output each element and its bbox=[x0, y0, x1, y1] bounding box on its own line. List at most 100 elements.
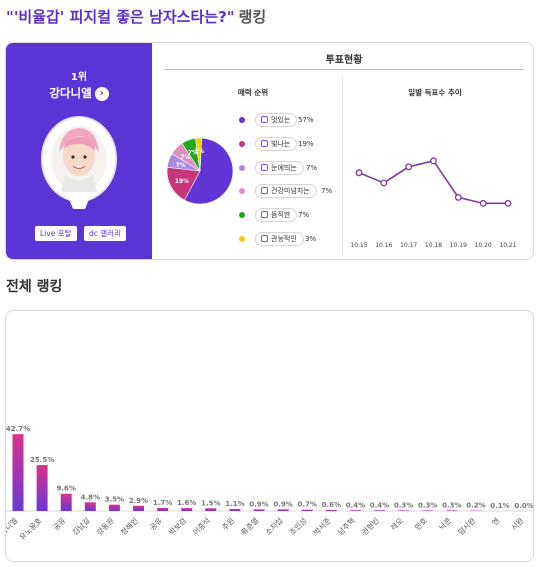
bar-value-label: 1.7% bbox=[153, 499, 172, 507]
bar-value-label: 0.6% bbox=[322, 501, 341, 509]
pie-slice-2 bbox=[166, 166, 201, 201]
legend-pill[interactable]: 빛나는 bbox=[255, 137, 298, 151]
bar-category-label: 민호 bbox=[412, 515, 429, 532]
ranking-bar[interactable] bbox=[422, 510, 434, 511]
checkbox-icon bbox=[261, 139, 268, 147]
ranking-bar[interactable] bbox=[181, 508, 193, 511]
legend-percent: 7% bbox=[306, 164, 318, 172]
legend-percent: 57% bbox=[298, 116, 314, 124]
ranking-bar[interactable] bbox=[349, 510, 361, 511]
bar-value-label: 4.8% bbox=[81, 493, 100, 501]
ranking-bar[interactable] bbox=[229, 509, 241, 511]
ranking-bar[interactable] bbox=[374, 510, 385, 511]
legend-pill[interactable]: 듬직한 bbox=[255, 208, 298, 222]
ranking-bar[interactable] bbox=[133, 505, 144, 511]
top-card: 1위 강다니엘 › Live 포탈 dc 갤러리 투표현황 매력 순위 일별 득표… bbox=[5, 42, 534, 260]
trend-point[interactable] bbox=[454, 193, 462, 201]
bar-category-label: 류준열 bbox=[239, 516, 260, 537]
ranking-bar[interactable] bbox=[325, 509, 337, 511]
legend-pill[interactable]: 멋있는 bbox=[255, 113, 298, 127]
legend-color-dot bbox=[239, 141, 245, 147]
trend-x-tick: 10.20 bbox=[475, 242, 492, 249]
bar-value-label: 25.5% bbox=[30, 456, 54, 464]
daily-votes-line-chart: 10.15 10.16 10.17 10.18 10.19 10.20 10.21 bbox=[350, 157, 517, 249]
ranking-bar[interactable] bbox=[301, 509, 313, 511]
legend-pill[interactable]: 관능적인 bbox=[255, 232, 304, 246]
page-title-suffix: 랭킹 bbox=[238, 8, 267, 26]
trend-point[interactable] bbox=[479, 199, 487, 207]
bar-category-label: 공유 bbox=[51, 516, 67, 532]
chevron-right-icon[interactable]: › bbox=[94, 86, 109, 101]
bar-value-label: 0.9% bbox=[249, 500, 268, 508]
ranking-bar[interactable] bbox=[277, 509, 289, 511]
legend-percent: 7% bbox=[321, 187, 333, 195]
legend-label: 건강미넘치는 bbox=[271, 187, 310, 195]
bar-value-label: 0.7% bbox=[297, 501, 316, 509]
vote-status-title: 투표현황 bbox=[325, 55, 363, 66]
legend-label: 관능적인 bbox=[271, 235, 297, 243]
bar-category-label: 임시완 bbox=[456, 516, 477, 537]
legend-color-dot bbox=[239, 212, 245, 218]
legend-label: 듬직한 bbox=[271, 211, 291, 219]
bar-category-label: 박서준 bbox=[311, 515, 333, 537]
bar-value-label: 0.0% bbox=[514, 502, 533, 510]
vote-title-divider bbox=[164, 69, 524, 70]
bar-value-label: 0.1% bbox=[490, 502, 509, 510]
bar-category-label: 유노윤호 bbox=[18, 516, 44, 542]
trend-point[interactable] bbox=[405, 163, 413, 171]
pie-slice-label: 3% bbox=[194, 148, 204, 155]
trend-point[interactable] bbox=[430, 157, 437, 165]
ranking-bar[interactable] bbox=[398, 510, 410, 511]
bar-value-label: 1.5% bbox=[201, 499, 220, 507]
dc-gallery-button[interactable]: dc 갤러리 bbox=[84, 226, 126, 241]
legend-pill[interactable]: 건강미넘치는 bbox=[255, 184, 317, 198]
page-title-text: "'비율갑' 피지컬 좋은 남자스타는?" bbox=[6, 8, 235, 26]
daily-trend-title: 일별 득표수 추이 bbox=[408, 88, 462, 97]
ranking-bar[interactable] bbox=[253, 509, 265, 511]
legend-color-dot bbox=[239, 117, 245, 123]
bar-value-label: 0.9% bbox=[273, 500, 292, 508]
bar-category-label: 닉쿤 bbox=[437, 516, 453, 532]
ranking-bar[interactable] bbox=[36, 465, 48, 511]
ranking-bar[interactable] bbox=[446, 510, 458, 511]
legend-color-dot bbox=[239, 236, 245, 242]
legend-color-dot bbox=[239, 188, 245, 194]
trend-point[interactable] bbox=[504, 199, 512, 207]
page-title: "'비율갑' 피지컬 좋은 남자스타는?" 랭킹 bbox=[6, 6, 266, 27]
bar-category-label: 레오 bbox=[389, 516, 405, 532]
trend-x-tick: 10.16 bbox=[375, 242, 392, 249]
legend-pill[interactable]: 눈에띄는 bbox=[255, 161, 304, 175]
checkbox-icon bbox=[261, 163, 268, 171]
bar-value-label: 2.9% bbox=[129, 497, 148, 505]
trend-x-tick: 10.18 bbox=[425, 242, 442, 249]
ranking-bar[interactable] bbox=[108, 504, 120, 511]
pie-slice-label: 7% bbox=[176, 162, 186, 169]
full-ranking-title: 전체 랭킹 bbox=[6, 279, 63, 295]
ranking-bar[interactable] bbox=[84, 502, 96, 511]
star-name-link[interactable]: 강다니엘 › bbox=[6, 85, 152, 101]
column-divider bbox=[342, 77, 343, 255]
legend-percent: 3% bbox=[305, 235, 317, 243]
bar-category-label: 공유 bbox=[148, 516, 164, 532]
ranking-bar[interactable] bbox=[157, 507, 169, 511]
bar-value-label: 9.6% bbox=[56, 485, 75, 493]
bar-category-label: 소지섭 bbox=[263, 515, 285, 537]
live-portal-button[interactable]: Live 포탈 bbox=[35, 226, 77, 241]
pie-slice-6 bbox=[195, 137, 202, 172]
checkbox-icon bbox=[261, 210, 268, 218]
bar-category-label: 조인성 bbox=[287, 515, 309, 537]
ranking-bar[interactable] bbox=[60, 493, 72, 511]
rank-label: 1위 bbox=[70, 72, 88, 83]
ranking-bar-chart: 42.7% 강다니엘 25.5% 유노윤호 9.6% 공유 4.8% 김남길 3.5% 강동원 2.… bbox=[6, 425, 533, 542]
checkbox-icon bbox=[261, 186, 268, 194]
trend-point[interactable] bbox=[355, 169, 363, 177]
legend-label: 빛나는 bbox=[271, 140, 291, 148]
trend-point[interactable] bbox=[380, 179, 388, 187]
bar-category-label: 강동원 bbox=[94, 515, 116, 537]
bar-value-label: 3.5% bbox=[105, 496, 124, 504]
ranking-bar[interactable] bbox=[12, 434, 24, 511]
legend-percent: 19% bbox=[298, 140, 314, 148]
bar-value-label: 0.4% bbox=[346, 501, 365, 509]
ranking-bar[interactable] bbox=[205, 508, 217, 511]
bar-category-label: 남주혁 bbox=[336, 516, 357, 537]
